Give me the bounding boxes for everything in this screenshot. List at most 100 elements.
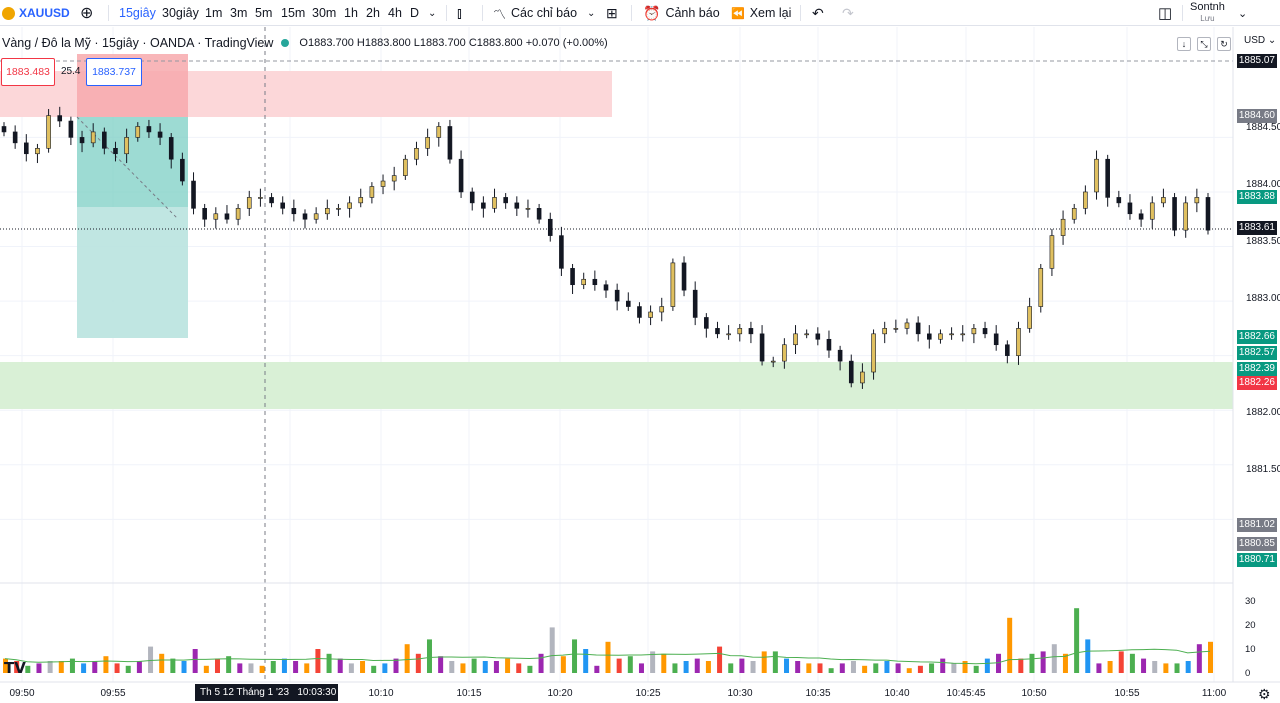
interval-30s[interactable]: 30giây [162, 6, 199, 20]
candle-body[interactable] [280, 202, 286, 209]
candle-body[interactable] [726, 333, 731, 336]
candle-body[interactable] [380, 180, 386, 187]
volume-bar[interactable] [114, 663, 120, 673]
volume-bar[interactable] [594, 665, 600, 673]
candle-body[interactable] [1005, 344, 1010, 356]
volume-bar[interactable] [360, 661, 366, 673]
volume-bar[interactable] [192, 649, 198, 673]
volume-bar[interactable] [839, 663, 845, 673]
candle-body[interactable] [1127, 202, 1133, 215]
volume-bar[interactable] [549, 627, 555, 673]
candle-body[interactable] [737, 328, 743, 335]
interval-15m[interactable]: 15m [281, 6, 306, 20]
volume-bar[interactable] [103, 656, 109, 673]
candle-body[interactable] [202, 208, 207, 220]
candle-body[interactable] [336, 208, 341, 210]
candle-body[interactable] [1194, 197, 1200, 204]
volume-bar[interactable] [1208, 641, 1213, 673]
volume-bar[interactable] [694, 658, 700, 673]
fullscreen-icon[interactable]: ⤡ [1197, 37, 1211, 51]
volume-bar[interactable] [940, 658, 946, 673]
volume-bar[interactable] [1040, 651, 1046, 673]
stop-price-label[interactable]: 1883.483 [1, 58, 55, 86]
candle-body[interactable] [235, 208, 241, 220]
volume-bar[interactable] [1007, 617, 1013, 673]
volume-bar[interactable] [828, 668, 834, 673]
volume-bar[interactable] [203, 665, 209, 673]
entry-price-label[interactable]: 1883.737 [86, 58, 142, 86]
candle-body[interactable] [637, 306, 642, 318]
candle-body[interactable] [581, 278, 587, 286]
volume-bar[interactable] [69, 658, 75, 673]
candle-body[interactable] [1094, 158, 1099, 193]
volume-bar[interactable] [973, 665, 979, 673]
volume-bar[interactable] [3, 658, 8, 673]
volume-bar[interactable] [449, 661, 455, 673]
volume-bar[interactable] [906, 668, 912, 673]
replay-button[interactable]: ⏪ Xem lại [731, 0, 791, 26]
volume-bar[interactable] [1085, 639, 1091, 673]
candle-body[interactable] [436, 126, 442, 138]
candle-body[interactable] [826, 338, 832, 351]
candle-body[interactable] [469, 191, 475, 204]
layout-panel-icon[interactable]: ◫ [1158, 5, 1173, 22]
candle-body[interactable] [871, 333, 876, 373]
volume-bar[interactable] [862, 665, 868, 673]
candle-body[interactable] [915, 322, 921, 335]
candle-body[interactable] [960, 333, 966, 336]
volume-bar[interactable] [806, 663, 812, 673]
volume-bar[interactable] [984, 658, 990, 673]
candle-body[interactable] [759, 333, 765, 362]
volume-bar[interactable] [560, 656, 566, 673]
volume-bar[interactable] [873, 663, 879, 673]
candle-body[interactable] [57, 115, 63, 122]
volume-bar[interactable] [14, 661, 20, 673]
candle-body[interactable] [113, 148, 118, 155]
candle-body[interactable] [860, 371, 865, 384]
volume-bar[interactable] [1163, 663, 1169, 673]
candle-body[interactable] [1172, 197, 1177, 231]
candle-body[interactable] [1116, 197, 1122, 204]
volume-bar[interactable] [1129, 653, 1135, 673]
volume-bar[interactable] [326, 653, 332, 673]
volume-bar[interactable] [47, 661, 53, 673]
volume-bar[interactable] [404, 644, 410, 673]
volume-bar[interactable] [850, 661, 856, 673]
undo-icon[interactable]: ↶ [812, 4, 824, 21]
volume-bar[interactable] [638, 663, 644, 673]
volume-bar[interactable] [159, 653, 165, 673]
interval-1h[interactable]: 1h [344, 6, 358, 20]
user-menu[interactable]: Sontnh Lưu [1190, 0, 1225, 26]
candle-body[interactable] [1205, 197, 1211, 231]
candle-body[interactable] [302, 213, 308, 220]
volume-bar[interactable] [482, 661, 488, 673]
volume-bar[interactable] [605, 641, 611, 673]
interval-d[interactable]: D [410, 6, 420, 20]
candle-body[interactable] [659, 306, 665, 313]
candle-body[interactable] [559, 235, 564, 269]
volume-bar[interactable] [181, 661, 187, 673]
candle-body[interactable] [614, 289, 620, 302]
volume-bar[interactable] [817, 663, 823, 673]
volume-bar[interactable] [460, 663, 466, 673]
candle-body[interactable] [547, 218, 553, 236]
volume-bar[interactable] [917, 665, 923, 673]
layout-grid-icon[interactable]: ⊞ [606, 4, 618, 21]
candle-body[interactable] [503, 197, 508, 204]
collapse-down-icon[interactable]: ↓ [1177, 37, 1191, 51]
candle-body[interactable] [1071, 208, 1077, 220]
tradingview-logo-icon[interactable]: 𝗧𝗩 [4, 659, 26, 677]
candle-body[interactable] [291, 208, 297, 215]
volume-bar[interactable] [772, 651, 778, 673]
candle-body[interactable] [358, 197, 364, 204]
volume-bar[interactable] [281, 658, 287, 673]
candle-body[interactable] [815, 333, 821, 340]
compare-add-icon[interactable]: ⊕ [80, 5, 94, 22]
candle-body[interactable] [447, 126, 453, 160]
candle-body[interactable] [79, 137, 85, 144]
volume-bar[interactable] [572, 639, 578, 673]
candle-body[interactable] [536, 208, 542, 220]
green-zone-rect[interactable] [0, 362, 1233, 409]
volume-bar[interactable] [996, 653, 1002, 673]
volume-bar[interactable] [237, 663, 243, 673]
